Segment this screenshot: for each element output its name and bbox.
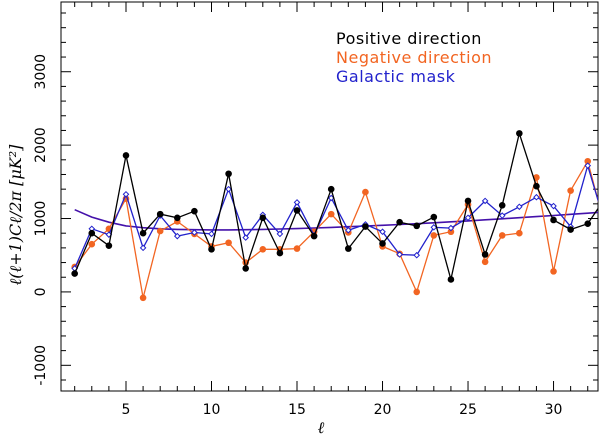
y-axis-title: ℓ(ℓ+1)Cℓ/2π [μK²] <box>6 144 25 285</box>
data-point <box>105 242 113 249</box>
plot-frame <box>60 1 599 392</box>
data-point <box>584 157 592 165</box>
y-tick-label: 3000 <box>33 54 49 90</box>
data-point <box>345 245 352 252</box>
series-galactic-mask <box>71 162 598 272</box>
data-point <box>498 232 506 239</box>
data-point <box>379 240 386 247</box>
data-point <box>584 220 592 227</box>
x-tick-label: 30 <box>545 402 563 418</box>
legend: Positive direction Negative direction Ga… <box>336 29 492 86</box>
data-point <box>550 202 557 210</box>
data-point <box>276 230 284 238</box>
data-point <box>225 170 232 178</box>
series-positive-direction <box>71 130 598 283</box>
data-point <box>173 232 181 240</box>
data-point <box>259 246 267 253</box>
data-point <box>293 199 301 206</box>
x-tick-label: 5 <box>122 402 131 418</box>
data-point <box>122 152 130 159</box>
series-line <box>74 163 598 269</box>
data-point <box>413 222 421 230</box>
data-point <box>208 246 215 253</box>
data-point <box>464 197 472 205</box>
data-point <box>550 268 557 275</box>
data-point <box>430 213 438 221</box>
x-axis-title: ℓ <box>318 418 325 436</box>
data-point <box>567 187 574 194</box>
series-negative-direction <box>71 157 598 302</box>
data-point <box>225 239 232 247</box>
data-point <box>242 234 250 241</box>
data-point <box>362 188 369 196</box>
data-point <box>327 210 335 218</box>
data-point <box>481 251 489 258</box>
data-point <box>533 182 540 190</box>
y-tick-label: -1000 <box>33 345 49 386</box>
data-point <box>242 265 250 272</box>
y-tick-label: 1000 <box>33 201 49 237</box>
data-point <box>430 232 438 239</box>
data-point <box>498 212 506 219</box>
data-point <box>584 162 592 169</box>
x-tick-label: 25 <box>459 402 477 418</box>
data-point <box>516 203 523 211</box>
data-point <box>139 244 147 252</box>
data-point <box>481 258 489 266</box>
data-point <box>516 130 523 137</box>
data-point <box>430 224 438 231</box>
data-point <box>413 288 421 296</box>
data-point <box>191 229 198 236</box>
data-point <box>362 223 369 230</box>
data-point <box>88 229 96 237</box>
data-point <box>413 251 421 259</box>
data-point <box>396 218 403 226</box>
legend-entry-galactic: Galactic mask <box>336 67 456 86</box>
data-point <box>379 228 386 236</box>
series-layer <box>71 130 598 302</box>
data-point <box>122 190 130 198</box>
data-point <box>71 270 78 277</box>
data-point <box>88 240 96 248</box>
data-point <box>447 224 455 232</box>
tick-labels: -1000 0 1000 2000 3000 5 10 15 20 25 30 <box>33 54 562 418</box>
data-point <box>464 214 472 222</box>
data-point <box>276 249 284 257</box>
data-point <box>208 230 215 238</box>
data-point <box>293 207 301 214</box>
axes-frame <box>60 1 599 392</box>
data-point <box>396 251 403 258</box>
data-point <box>156 210 164 218</box>
data-point <box>567 226 574 233</box>
data-point <box>191 207 198 215</box>
data-point <box>345 226 352 234</box>
x-tick-label: 10 <box>203 402 221 418</box>
data-point <box>533 174 540 181</box>
data-point <box>516 229 523 237</box>
y-tick-label: 2000 <box>33 127 49 163</box>
data-point <box>447 228 455 236</box>
data-point <box>293 245 301 252</box>
data-point <box>139 294 147 302</box>
data-point <box>498 202 506 209</box>
data-point <box>173 214 181 222</box>
data-point <box>259 214 267 222</box>
legend-entry-positive: Positive direction <box>336 29 482 48</box>
x-tick-label: 20 <box>374 402 392 418</box>
data-point <box>310 232 318 240</box>
y-tick-label: 0 <box>33 287 49 296</box>
legend-entry-negative: Negative direction <box>336 48 492 67</box>
data-point <box>533 193 540 201</box>
data-point <box>327 185 335 193</box>
data-point <box>225 185 232 193</box>
data-point <box>550 216 557 224</box>
data-point <box>481 197 489 205</box>
data-point <box>139 229 147 237</box>
x-tick-label: 15 <box>288 402 306 418</box>
data-point <box>156 227 164 235</box>
data-point <box>447 276 455 283</box>
